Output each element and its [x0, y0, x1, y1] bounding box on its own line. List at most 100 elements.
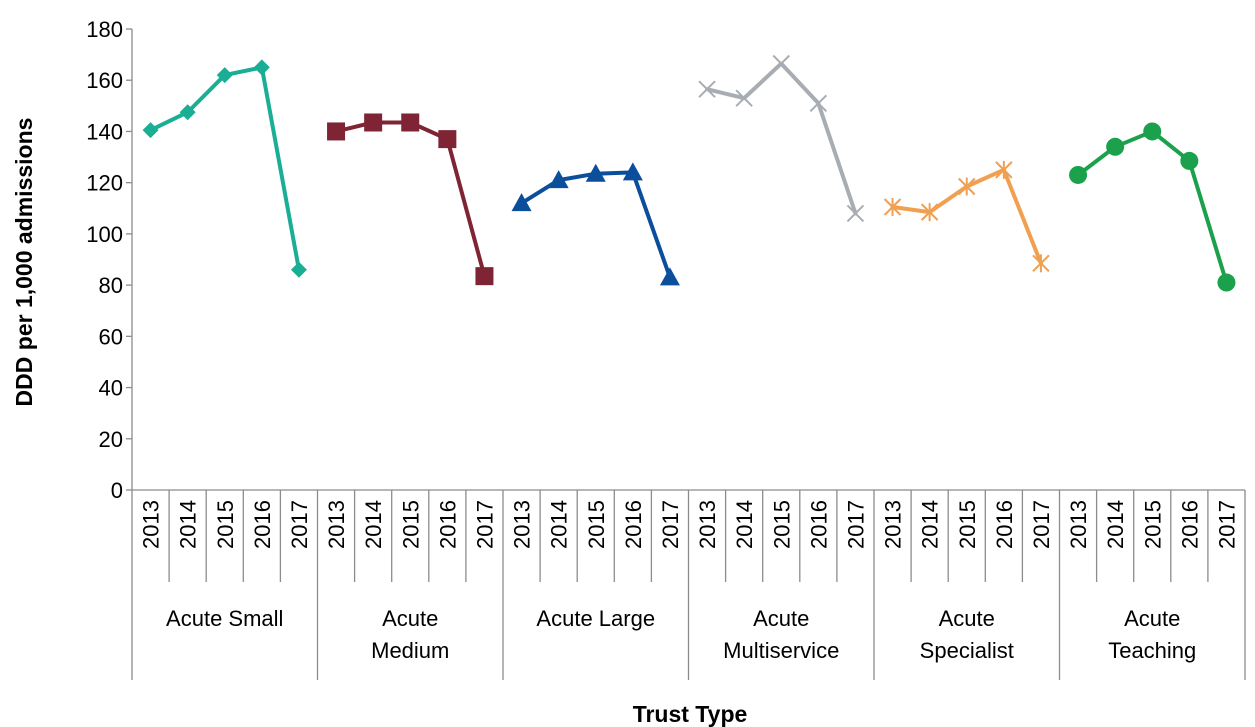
x-tick-label-year: 2017 [658, 500, 683, 549]
x-group-label: Multiservice [723, 638, 839, 663]
y-tick-label: 40 [99, 376, 123, 401]
x-tick-label-year: 2017 [287, 500, 312, 549]
x-tick-label-year: 2014 [732, 500, 757, 549]
data-point-stroke [698, 80, 716, 98]
data-point [475, 267, 494, 286]
y-tick-label: 100 [86, 222, 123, 247]
x-tick-label-year: 2014 [547, 500, 572, 549]
series-group [327, 113, 494, 286]
x-tick-label-year: 2013 [881, 500, 906, 549]
y-axis: 0 20 40 60 80 100 120 140 160 180 [86, 17, 133, 503]
x-tick-label-year: 2013 [139, 500, 164, 549]
y-tick-label: 60 [99, 324, 123, 349]
x-tick-label-year: 2017 [843, 500, 868, 549]
plot-area [142, 54, 1236, 292]
x-group-label: Acute Large [536, 606, 655, 631]
x-tick-label-year: 2016 [806, 500, 831, 549]
x-tick-label-year: 2017 [1214, 500, 1239, 549]
data-point [142, 122, 159, 139]
x-tick-label-year: 2015 [398, 500, 423, 549]
x-tick-label-year: 2016 [1177, 500, 1202, 549]
x-group-label: Acute [753, 606, 809, 631]
x-tick-label-year: 2015 [1140, 500, 1165, 549]
data-point [548, 170, 569, 189]
data-point [698, 80, 716, 98]
x-tick-label-year: 2015 [769, 500, 794, 549]
x-tick-label-year: 2014 [918, 500, 943, 549]
x-tick-label-year: 2016 [250, 500, 275, 549]
x-tick-label-year: 2016 [621, 500, 646, 549]
data-point [809, 94, 828, 112]
x-tick-label-year: 2016 [992, 500, 1017, 549]
series-line [148, 65, 301, 272]
data-point [327, 122, 346, 141]
data-point [1180, 151, 1199, 170]
x-tick-label-year: 2017 [1029, 500, 1054, 549]
x-group-label: Acute [382, 606, 438, 631]
data-point [735, 89, 753, 107]
data-point [772, 54, 790, 73]
data-point [958, 177, 976, 196]
data-point-stroke [846, 204, 865, 223]
x-group-label: Medium [371, 638, 449, 663]
data-point [179, 104, 196, 121]
data-point [1217, 273, 1236, 292]
y-tick-label: 80 [99, 273, 123, 298]
x-group-label: Specialist [920, 638, 1014, 663]
y-axis-title: DDD per 1,000 admissions [11, 118, 37, 407]
data-point [364, 113, 383, 132]
data-point [883, 197, 902, 216]
data-point-stroke [772, 54, 790, 73]
y-tick-label: 160 [86, 68, 123, 93]
x-tick-label-year: 2017 [472, 500, 497, 549]
x-tick-label-year: 2013 [324, 500, 349, 549]
x-tick-label-year: 2015 [584, 500, 609, 549]
data-point [1143, 122, 1162, 141]
data-point [659, 267, 680, 286]
x-tick-label-year: 2016 [435, 500, 460, 549]
x-tick-label-year: 2013 [695, 500, 720, 549]
series-group [511, 162, 680, 286]
data-point [290, 261, 307, 278]
series-line [1076, 129, 1229, 285]
series-group [698, 54, 865, 223]
series-group [142, 59, 307, 278]
data-point [585, 163, 606, 182]
data-point [1032, 254, 1050, 273]
x-axis-title: Trust Type [633, 701, 748, 727]
y-tick-label: 0 [111, 478, 123, 503]
data-point [920, 203, 939, 222]
data-point-stroke [735, 89, 753, 107]
x-tick-label-year: 2013 [1066, 500, 1091, 549]
x-tick-label-year: 2015 [213, 500, 238, 549]
x-group-label: Acute [1124, 606, 1180, 631]
data-point [1069, 165, 1088, 184]
data-point [438, 130, 457, 149]
data-point [511, 193, 532, 212]
series-line [519, 170, 672, 280]
series-line [334, 120, 487, 279]
data-point-stroke [809, 94, 828, 112]
data-point [1106, 137, 1125, 156]
y-tick-label: 120 [86, 171, 123, 196]
x-tick-label-year: 2014 [176, 500, 201, 549]
x-tick-label-year: 2015 [955, 500, 980, 549]
data-point [253, 59, 270, 76]
x-tick-label-year: 2013 [510, 500, 535, 549]
y-tick-label: 20 [99, 427, 123, 452]
data-point [846, 204, 865, 223]
data-point [995, 160, 1013, 179]
series-group [883, 160, 1050, 273]
x-tick-label-year: 2014 [1103, 500, 1128, 549]
x-group-label: Teaching [1108, 638, 1196, 663]
series-line [705, 61, 858, 216]
data-point [622, 162, 643, 181]
series-group [1069, 122, 1236, 292]
x-group-label: Acute Small [166, 606, 283, 631]
x-axis: 2013 2014 2015 2016 2017 Acute Small 2013 2014 2… [131, 489, 1246, 680]
x-group-label: Acute [939, 606, 995, 631]
data-point [401, 113, 420, 132]
y-tick-label: 180 [86, 17, 123, 42]
y-tick-label: 140 [86, 119, 123, 144]
